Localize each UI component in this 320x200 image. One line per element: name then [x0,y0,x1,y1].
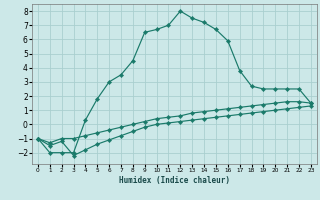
X-axis label: Humidex (Indice chaleur): Humidex (Indice chaleur) [119,176,230,185]
